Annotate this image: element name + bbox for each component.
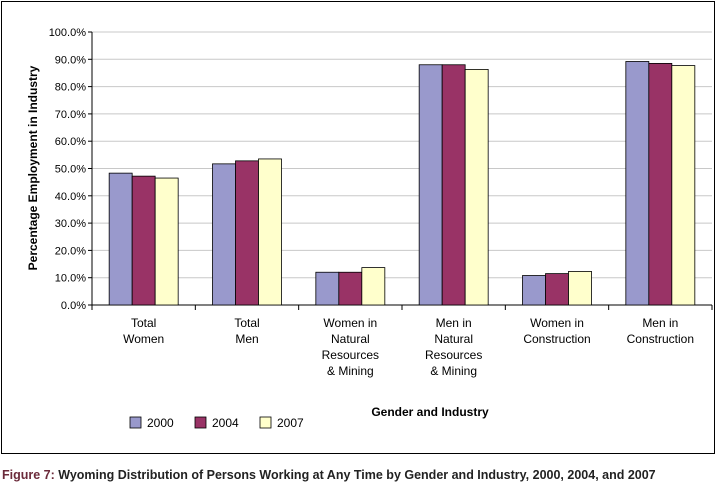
bar: [545, 273, 569, 306]
legend-label: 2007: [277, 416, 304, 430]
y-tick-label: 90.0%: [55, 54, 86, 66]
legend-label: 2000: [147, 416, 174, 430]
y-tick-label: 10.0%: [55, 273, 86, 285]
y-tick-label: 30.0%: [55, 218, 86, 230]
y-tick-label: 80.0%: [55, 82, 86, 94]
x-tick-label: Men in Construction: [627, 316, 694, 346]
legend-label: 2004: [212, 416, 239, 430]
y-tick-label: 40.0%: [55, 191, 86, 203]
legend-swatch: [194, 416, 207, 429]
bar: [361, 267, 386, 306]
bar: [464, 69, 489, 306]
legend-swatch: [129, 416, 142, 429]
legend-swatch: [259, 416, 272, 429]
x-tick-label: Total Women: [123, 316, 164, 346]
x-tick-label: Men in Natural Resources & Mining: [425, 316, 482, 378]
bar: [522, 275, 546, 306]
bar: [131, 175, 156, 306]
bar: [671, 65, 696, 306]
bar: [154, 177, 179, 306]
bar: [441, 64, 466, 306]
bar-chart: 0.0% 10.0% 20.0% 30.0% 40.0% 50.0% 60.0% 70.0% 8…: [26, 27, 713, 430]
chart-frame: 0.0% 10.0% 20.0% 30.0% 40.0% 50.0% 60.0% 70.0% 8…: [1, 1, 715, 454]
y-tick-label: 60.0%: [55, 136, 86, 148]
bar: [315, 271, 340, 306]
x-axis-title: Gender and Industry: [371, 405, 489, 419]
y-tick-label: 0.0%: [61, 300, 86, 312]
caption-lead: Figure 7:: [2, 468, 55, 482]
caption-text: Wyoming Distribution of Persons Working …: [54, 468, 656, 482]
bar: [258, 158, 282, 306]
y-tick-label: 50.0%: [55, 164, 86, 176]
x-tick-label: Women in Construction: [523, 316, 590, 346]
figure-caption: Figure 7: Wyoming Distribution of Person…: [2, 468, 716, 482]
y-tick-label: 70.0%: [55, 109, 86, 121]
x-tick-label: Total Men: [234, 316, 259, 346]
y-tick-label: 20.0%: [55, 245, 86, 257]
bar: [648, 62, 673, 306]
bar: [235, 160, 259, 306]
y-axis-title: Percentage Employment in Industry: [26, 65, 40, 270]
bar: [418, 64, 443, 306]
bar: [212, 163, 236, 306]
bar: [625, 61, 650, 306]
bar: [338, 271, 363, 306]
bar: [108, 172, 133, 306]
bar: [568, 271, 592, 306]
x-tick-label: Women in Natural Resources & Mining: [322, 316, 379, 378]
y-tick-label: 100.0%: [49, 27, 87, 39]
